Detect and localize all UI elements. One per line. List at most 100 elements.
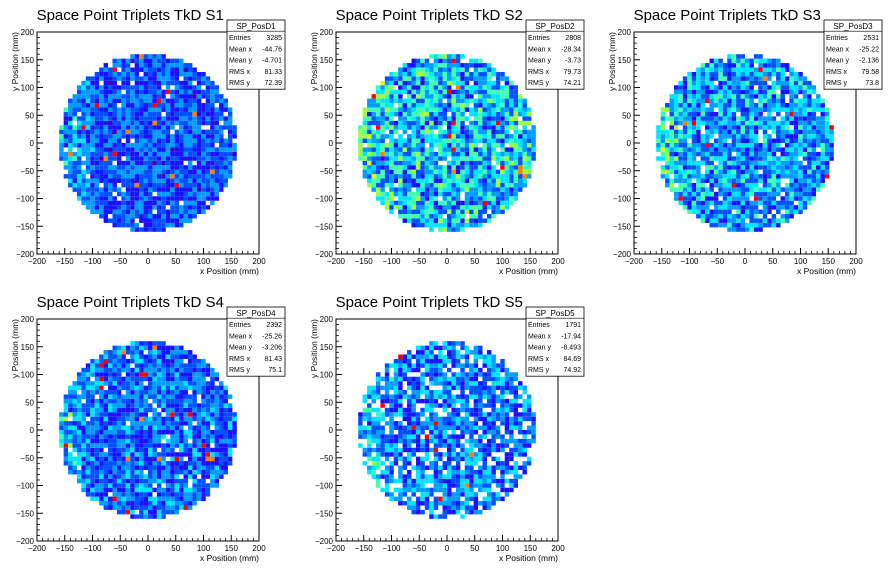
heatmap-bin xyxy=(116,394,122,399)
heatmap-bin xyxy=(90,421,95,426)
heatmap-bin xyxy=(389,169,394,175)
heatmap-bin xyxy=(407,196,412,201)
heatmap-bin xyxy=(753,218,759,223)
heatmap-bin xyxy=(223,174,228,179)
heatmap-bin xyxy=(112,125,117,130)
heatmap-bin xyxy=(108,443,113,448)
heatmap-bin xyxy=(161,227,166,232)
heatmap-bin xyxy=(749,147,754,152)
heatmap-bin xyxy=(740,58,745,64)
heatmap-bin xyxy=(802,187,808,192)
heatmap-bin xyxy=(389,182,394,188)
heatmap-bin xyxy=(424,200,430,206)
heatmap-bin xyxy=(375,165,381,170)
heatmap-bin xyxy=(705,129,710,135)
heatmap-bin xyxy=(691,187,697,192)
heatmap-bin xyxy=(380,134,385,139)
heatmap-bin xyxy=(68,394,73,399)
heatmap-bin xyxy=(678,196,683,201)
heatmap-bin xyxy=(179,160,184,166)
heatmap-bin xyxy=(112,187,117,192)
heatmap-bin xyxy=(718,98,723,104)
heatmap-bin xyxy=(384,76,390,81)
heatmap-bin xyxy=(170,209,175,215)
heatmap-bin xyxy=(112,67,117,72)
heatmap-bin xyxy=(705,214,710,219)
heatmap-bin xyxy=(402,165,408,170)
heatmap-bin xyxy=(134,111,140,117)
heatmap-bin xyxy=(152,358,157,364)
heatmap-bin xyxy=(798,174,803,179)
heatmap-bin xyxy=(210,103,215,108)
heatmap-bin xyxy=(793,169,799,175)
heatmap-bin xyxy=(76,169,82,175)
heatmap-bin xyxy=(740,107,745,112)
heatmap-bin xyxy=(85,89,91,95)
heatmap-bin xyxy=(192,182,197,188)
heatmap-bin xyxy=(442,58,447,64)
heatmap-bin xyxy=(371,147,376,152)
heatmap-bin xyxy=(165,438,171,444)
heatmap-bin xyxy=(134,372,140,377)
heatmap-bin xyxy=(713,71,719,77)
heatmap-bin xyxy=(112,89,117,95)
heatmap-bin xyxy=(740,174,745,179)
heatmap-bin xyxy=(820,147,825,152)
heatmap-bin xyxy=(174,120,180,126)
heatmap-bin xyxy=(722,156,728,161)
heatmap-bin xyxy=(156,120,162,126)
heatmap-bin xyxy=(407,214,412,219)
heatmap-bin xyxy=(820,178,825,183)
heatmap-bin xyxy=(103,107,109,112)
heatmap-bin xyxy=(192,174,197,179)
heatmap-bin xyxy=(504,80,510,86)
heatmap-bin xyxy=(174,487,180,493)
heatmap-bin xyxy=(165,200,171,206)
heatmap-bin xyxy=(139,205,144,210)
heatmap-bin xyxy=(192,487,197,493)
stats-box-frame xyxy=(226,19,286,90)
heatmap-bin xyxy=(700,63,706,68)
heatmap-bin xyxy=(174,134,180,139)
heatmap-bin xyxy=(464,174,470,179)
heatmap-bin xyxy=(161,465,166,470)
heatmap-bin xyxy=(148,363,153,368)
heatmap-bin xyxy=(121,178,126,183)
heatmap-bin xyxy=(438,174,443,179)
heatmap-bin xyxy=(90,469,95,475)
heatmap-bin xyxy=(802,129,808,135)
heatmap-bin xyxy=(402,147,408,152)
heatmap-bin xyxy=(201,111,206,117)
heatmap-bin xyxy=(776,174,781,179)
heatmap-bin xyxy=(85,98,91,104)
heatmap-bin xyxy=(125,478,131,484)
heatmap-bin xyxy=(81,98,86,104)
heatmap-bin xyxy=(811,103,817,108)
heatmap-bin xyxy=(170,407,175,413)
heatmap-bin xyxy=(196,421,202,426)
heatmap-bin xyxy=(99,416,104,422)
heatmap-bin xyxy=(139,76,144,81)
heatmap-bin xyxy=(780,165,785,170)
heatmap-bin xyxy=(227,147,233,152)
heatmap-bin xyxy=(776,80,781,86)
heatmap-bin xyxy=(125,147,131,152)
heatmap-bin xyxy=(156,187,162,192)
heatmap-bin xyxy=(731,67,737,72)
heatmap-bin xyxy=(68,390,73,395)
heatmap-bin xyxy=(798,147,803,152)
heatmap-bin xyxy=(784,76,790,81)
heatmap-bin xyxy=(152,218,157,223)
heatmap-bin xyxy=(442,94,447,99)
heatmap-bin xyxy=(183,76,188,81)
heatmap-bin xyxy=(478,209,483,215)
heatmap-bin xyxy=(116,438,122,444)
heatmap-bin xyxy=(415,147,421,152)
heatmap-bin xyxy=(68,160,73,166)
heatmap-bin xyxy=(375,187,381,192)
heatmap-bin xyxy=(90,412,95,417)
heatmap-bin xyxy=(210,80,215,86)
heatmap-bin xyxy=(389,209,394,215)
heatmap-bin xyxy=(464,85,470,90)
heatmap-bin xyxy=(415,156,421,161)
